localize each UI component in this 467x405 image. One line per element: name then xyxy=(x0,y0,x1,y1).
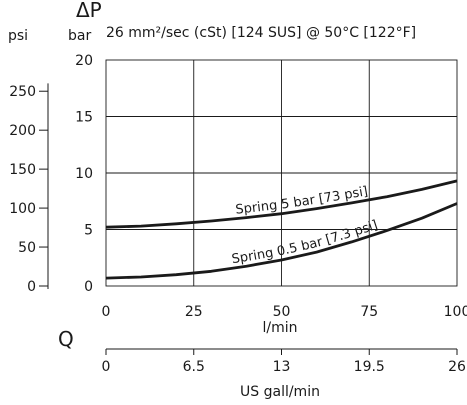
x-axis-label: l/min xyxy=(262,320,297,336)
x-tick-label: 50 xyxy=(273,304,291,320)
y-bar-tick-label: 0 xyxy=(84,279,93,295)
y-psi-tick-label: 50 xyxy=(18,240,36,256)
y-psi-tick-label: 150 xyxy=(9,162,36,178)
delta-p-symbol: ΔP xyxy=(76,0,102,22)
y-psi-tick-label: 250 xyxy=(9,84,36,100)
viscosity-condition: 26 mm²/sec (cSt) [124 SUS] @ 50°C [122°F… xyxy=(106,25,416,41)
x-tick-label: 25 xyxy=(185,304,203,320)
y-bar-tick-label: 10 xyxy=(75,166,93,182)
psi-unit-label: psi xyxy=(8,28,28,44)
x2-tick-label: 0 xyxy=(102,359,111,375)
series-label: Spring 0.5 bar [7.3 psi] xyxy=(231,218,380,267)
y-psi-tick-label: 200 xyxy=(9,123,36,139)
series-line xyxy=(105,179,458,229)
y-bar-tick-label: 15 xyxy=(75,110,93,126)
y-bar-tick-label: 5 xyxy=(84,223,93,239)
y-psi-tick-label: 100 xyxy=(9,201,36,217)
series-label: Spring 5 bar [73 psi] xyxy=(235,184,369,218)
x2-tick-label: 6.5 xyxy=(183,359,205,375)
bar-unit-label: bar xyxy=(68,28,91,44)
x2-axis-label: US gall/min xyxy=(240,384,320,400)
x-tick-label: 100 xyxy=(444,304,467,320)
x2-tick-label: 13 xyxy=(273,359,291,375)
x-tick-label: 0 xyxy=(102,304,111,320)
q-symbol: Q xyxy=(58,327,74,351)
series-label-path: Spring 0.5 bar [7.3 psi] xyxy=(231,218,380,267)
x2-tick-label: 26 xyxy=(448,359,466,375)
x2-tick-label: 19.5 xyxy=(354,359,385,375)
x-tick-label: 75 xyxy=(360,304,378,320)
grid xyxy=(105,59,458,287)
y-psi-tick-label: 0 xyxy=(27,279,36,295)
series-label-path: Spring 5 bar [73 psi] xyxy=(235,184,369,218)
y-bar-tick-label: 20 xyxy=(75,53,93,69)
series-line xyxy=(105,202,458,280)
